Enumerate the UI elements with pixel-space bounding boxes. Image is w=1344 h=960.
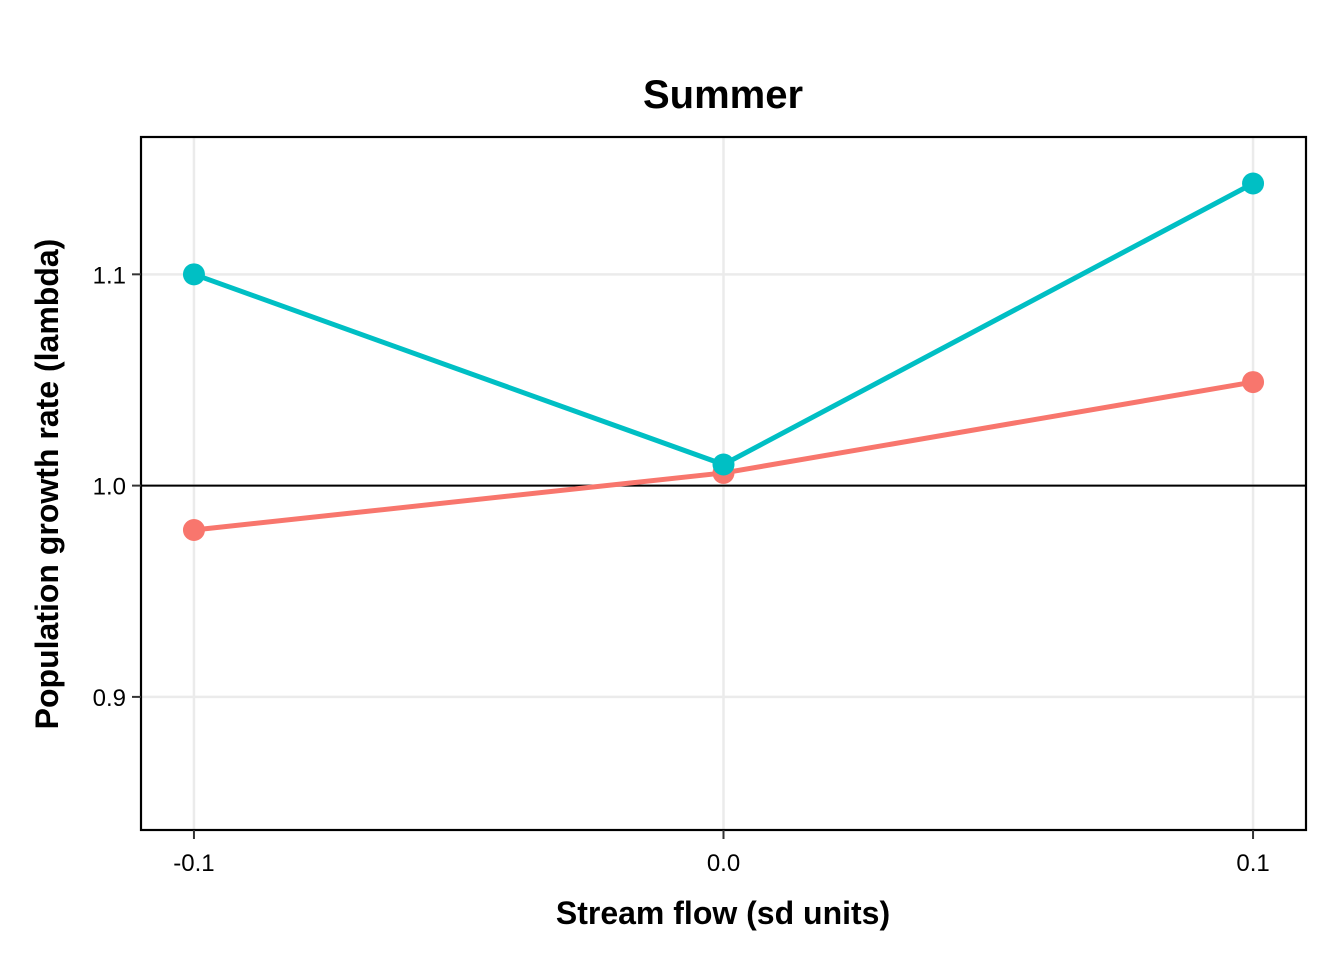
series-1-point-2 [1242,172,1265,195]
chart-title: Summer [643,73,803,117]
series-group [182,172,1265,541]
series-1-point-0 [182,263,205,286]
y-tick-label-2: 1.1 [93,262,126,289]
y-axis: 0.9 1.0 1.1 [93,262,141,712]
y-tick-label-0: 0.9 [93,685,126,712]
x-tick-label-2: 0.1 [1236,850,1269,877]
x-tick-label-1: 0.0 [707,850,740,877]
y-axis-title: Population growth rate (lambda) [29,239,65,730]
x-tick-label-0: -0.1 [173,850,214,877]
series-0-point-0 [182,518,205,541]
series-0-point-2 [1242,371,1265,394]
series-1-point-1 [712,453,735,476]
x-axis-title: Stream flow (sd units) [556,895,890,931]
y-tick-label-1: 1.0 [93,474,126,501]
x-axis: -0.1 0.0 0.1 [173,830,1270,877]
